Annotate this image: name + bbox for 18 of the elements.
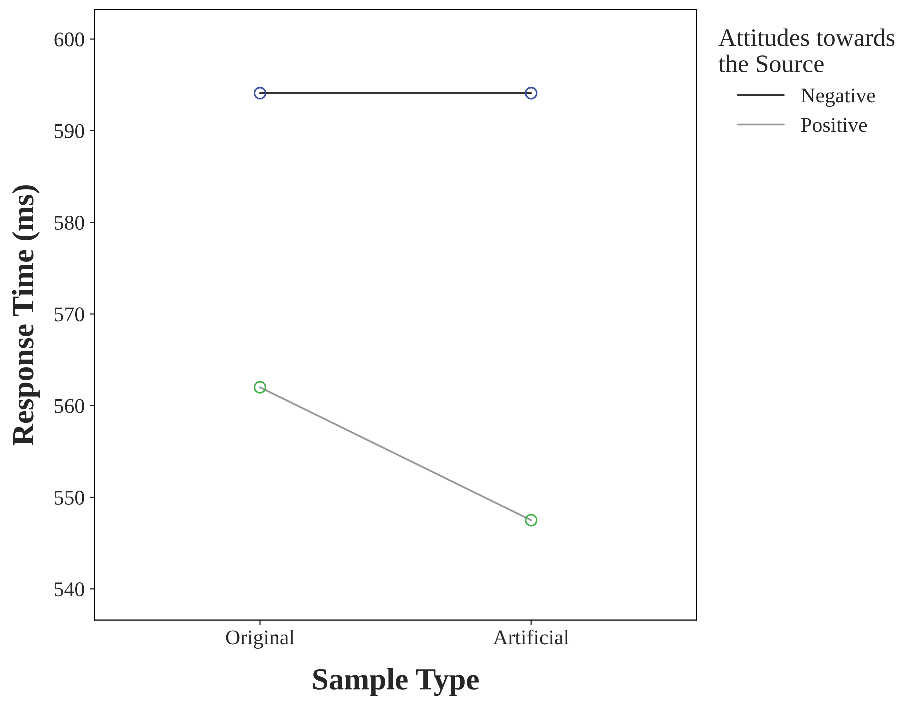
y-tick-label: 600 [54, 32, 84, 47]
y-axis-title: Response Time (ms) [12, 185, 40, 446]
point [525, 87, 538, 100]
point [254, 87, 267, 100]
x-tick-label: Original [226, 630, 295, 649]
y-tick-label: 550 [55, 490, 84, 505]
x-axis-title: Sample Type [314, 668, 479, 696]
point [525, 514, 538, 527]
y-tick-label: 560 [55, 399, 84, 414]
legend-title: Attitudes towards the Source [718, 28, 895, 72]
point [254, 381, 267, 394]
legend-label: Positive [801, 118, 868, 132]
y-tick-label: 540 [55, 582, 84, 597]
y-tick-label: 580 [55, 216, 84, 230]
y-tick-label: 570 [55, 308, 84, 322]
y-tick-label: 590 [55, 124, 84, 138]
x-tick-label: Artificial [493, 630, 570, 645]
legend-label: Negative [801, 88, 876, 108]
